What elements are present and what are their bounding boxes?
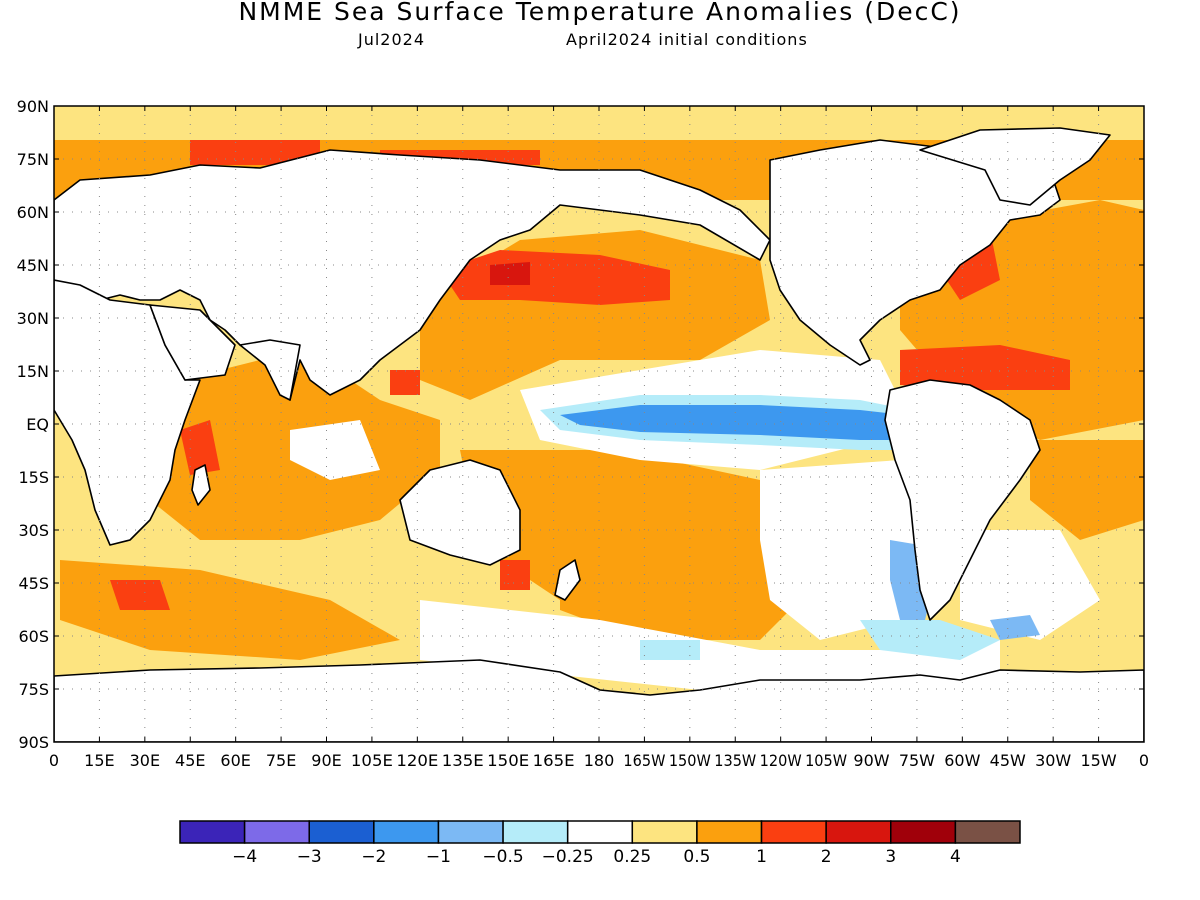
land-eurasia bbox=[54, 149, 771, 401]
lon-tick-label: 135E bbox=[442, 751, 484, 770]
lat-tick-label: 45S bbox=[18, 574, 49, 593]
lat-tick-label: 90S bbox=[18, 733, 49, 752]
land-new-zealand bbox=[554, 559, 581, 601]
lon-tick-label: 15E bbox=[84, 751, 114, 770]
neutral-southern-ocean bbox=[420, 600, 1000, 690]
lat-tick-label: 45N bbox=[17, 256, 49, 275]
legend-label: 1 bbox=[756, 847, 767, 867]
hot-philippines bbox=[390, 370, 420, 395]
hot-kuroshio bbox=[440, 250, 670, 305]
lon-tick-label: 45W bbox=[990, 751, 1026, 770]
lon-tick-label: 150E bbox=[487, 751, 529, 770]
lon-tick-label: 60W bbox=[944, 751, 980, 770]
lon-tick-label: 120E bbox=[396, 751, 438, 770]
lon-tick-label: 45E bbox=[175, 751, 205, 770]
legend-color-box bbox=[631, 820, 698, 844]
land-greenland bbox=[919, 127, 1111, 206]
legend-label: −4 bbox=[232, 847, 257, 867]
lon-tick-label: 105W bbox=[805, 751, 847, 770]
cool-south-atlantic-spot bbox=[990, 615, 1040, 640]
legend-color-box bbox=[179, 820, 246, 844]
legend-color-box bbox=[308, 820, 375, 844]
legend-color-box bbox=[437, 820, 504, 844]
lon-tick-label: 30W bbox=[1035, 751, 1071, 770]
lat-tick-label: 75N bbox=[17, 150, 49, 169]
legend-label: 0.5 bbox=[683, 847, 710, 867]
lon-tick-label: 0 bbox=[1139, 751, 1149, 770]
lon-tick-label: 165W bbox=[623, 751, 665, 770]
land-africa bbox=[54, 279, 201, 546]
hot-arabian-sea bbox=[180, 420, 220, 475]
land-antarctica bbox=[54, 659, 1144, 742]
land-australia bbox=[399, 459, 521, 566]
lon-tick-label: 60E bbox=[220, 751, 250, 770]
legend-color-box bbox=[696, 820, 763, 844]
map-title: NMME Sea Surface Temperature Anomalies (… bbox=[238, 0, 962, 26]
latitude-axis: 90N 75N 60N 45N 30N 15N EQ 15S 30S 45S 60S 75S 90S bbox=[17, 97, 1144, 752]
legend-label: −0.25 bbox=[542, 847, 594, 867]
lon-tick-label: 135W bbox=[714, 751, 756, 770]
lon-tick-label: 30E bbox=[130, 751, 160, 770]
legend-label: 4 bbox=[950, 847, 961, 867]
legend-label: 0.25 bbox=[613, 847, 651, 867]
lat-tick-label: 60S bbox=[18, 627, 49, 646]
land-india bbox=[239, 339, 301, 401]
legend-color-box bbox=[760, 820, 827, 844]
lat-tick-label: 30N bbox=[17, 309, 49, 328]
legend-color-box bbox=[373, 820, 440, 844]
very-hot-kuroshio-core bbox=[490, 262, 530, 285]
forecast-month: Jul2024 bbox=[358, 30, 426, 49]
lon-tick-label: 120W bbox=[760, 751, 802, 770]
legend-label: −0.5 bbox=[482, 847, 523, 867]
land-south-america bbox=[884, 379, 1041, 621]
warm-south-atlantic bbox=[1030, 440, 1144, 540]
land-madagascar bbox=[191, 464, 211, 506]
legend-label: 2 bbox=[821, 847, 832, 867]
hot-south-indian bbox=[110, 580, 170, 610]
lat-tick-label: 15N bbox=[17, 362, 49, 381]
legend-label: −2 bbox=[361, 847, 386, 867]
neutral-indian-spot bbox=[290, 420, 380, 480]
lon-tick-label: 180 bbox=[584, 751, 615, 770]
lon-tick-label: 150W bbox=[669, 751, 711, 770]
neutral-east-pacific bbox=[760, 460, 920, 640]
legend-color-box bbox=[243, 820, 310, 844]
legend-color-box bbox=[502, 820, 569, 844]
lon-tick-label: 0 bbox=[49, 751, 59, 770]
lat-tick-label: 75S bbox=[18, 680, 49, 699]
lon-tick-label: 90E bbox=[311, 751, 341, 770]
land-masses bbox=[54, 127, 1144, 742]
cool-south-indian-spot bbox=[640, 640, 700, 660]
lon-tick-label: 75W bbox=[899, 751, 935, 770]
legend-label: −3 bbox=[297, 847, 322, 867]
legend-color-box bbox=[890, 820, 957, 844]
land-arabia bbox=[149, 304, 236, 381]
warm-southern-pacific bbox=[560, 560, 800, 640]
longitude-axis: 0 15E 30E 45E 60E 75E 90E 105E 120E 135E 150E 165E 1… bbox=[49, 106, 1149, 770]
legend-color-box bbox=[954, 820, 1021, 844]
lat-tick-label: 60N bbox=[17, 203, 49, 222]
initial-conditions: April2024 initial conditions bbox=[566, 30, 808, 49]
neutral-south-atlantic bbox=[960, 530, 1100, 640]
hot-caribbean bbox=[900, 345, 1070, 390]
lat-tick-label: 90N bbox=[17, 97, 49, 116]
cool-niño34 bbox=[560, 405, 905, 440]
lat-tick-label: 15S bbox=[18, 468, 49, 487]
legend-color-box bbox=[566, 820, 634, 844]
lat-tick-label: 30S bbox=[18, 521, 49, 540]
lat-tick-label: EQ bbox=[26, 415, 49, 434]
cool-drake bbox=[860, 620, 1000, 660]
legend-color-box bbox=[825, 820, 892, 844]
lon-tick-label: 105E bbox=[351, 751, 393, 770]
lon-tick-label: 90W bbox=[853, 751, 889, 770]
hot-arctic-siberia bbox=[190, 140, 320, 165]
lon-tick-label: 165E bbox=[533, 751, 575, 770]
hot-tasman bbox=[500, 560, 530, 590]
lon-tick-label: 15W bbox=[1080, 751, 1116, 770]
legend-label: 3 bbox=[885, 847, 896, 867]
lon-tick-label: 75E bbox=[266, 751, 296, 770]
legend-label: −1 bbox=[426, 847, 451, 867]
color-legend: −4 −3 −2 −1 −0.5 −0.25 0.25 0.5 1 2 3 4 bbox=[179, 820, 1021, 867]
